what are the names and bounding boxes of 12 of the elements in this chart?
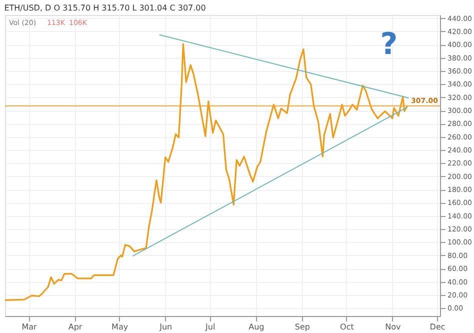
x-tick-label: May [112,322,128,332]
x-tick-label: Aug [248,322,264,332]
x-tick-label: Oct [340,322,354,332]
x-tick-label: Jul [204,322,216,332]
x-tick-label: Jun [158,322,172,332]
x-tick-label: Sep [294,322,310,332]
x-tick-label: Dec [430,322,446,332]
x-tick-label: Mar [22,322,38,332]
x-tick-label: Apr [68,322,83,332]
x-tick-label: Nov [385,322,402,332]
annotation: ? [380,27,398,62]
chart-title: ETH/USD, D O 315.70 H 315.70 L 301.04 C 307.00 [4,3,206,12]
